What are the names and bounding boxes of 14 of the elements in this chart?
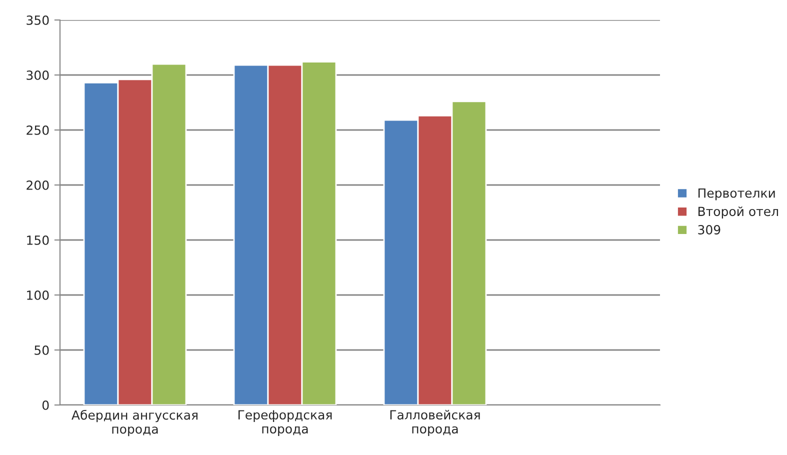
y-tick-label: 0 (42, 400, 49, 410)
legend-label: Первотелки (698, 188, 775, 200)
y-tick-label: 50 (34, 345, 49, 355)
legend-label: 309 (698, 225, 720, 234)
y-tick-label: 100 (27, 290, 49, 300)
y-tick-label: 200 (26, 180, 49, 190)
y-tick-label: 350 (26, 15, 49, 25)
y-tick-label: 250 (26, 125, 49, 135)
x-tick-label: Абердин ангусская порода (72, 410, 198, 436)
x-tick-label: Галловейская порода (390, 410, 480, 436)
y-tick-label: 300 (26, 70, 49, 80)
legend-label: Второй отел (698, 206, 778, 219)
x-tick-label: Герефордская порода (238, 410, 332, 436)
y-tick-label: 150 (27, 235, 49, 245)
